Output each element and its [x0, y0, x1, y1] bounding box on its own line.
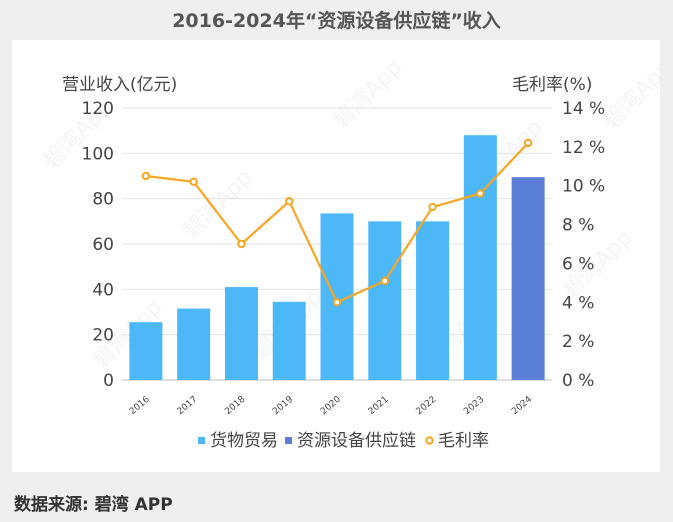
- y-tick-label: 100: [82, 144, 114, 164]
- watermark-text: 碧湾App: [329, 55, 408, 134]
- x-tick-label: 2016: [128, 394, 152, 417]
- bar-2017: [177, 308, 211, 380]
- bar-2024: [511, 177, 545, 380]
- margin-point-2018: [237, 239, 246, 249]
- chart-panel: 碧湾App 碧湾App 碧湾App 碧湾App 碧湾App 碧湾App 碧湾App 碧湾App…: [12, 40, 660, 472]
- x-tick-label: 2019: [271, 394, 295, 417]
- margin-point-2023: [476, 189, 485, 198]
- y-tick-label: 120: [82, 99, 114, 119]
- y-tick-label: 40: [92, 280, 114, 300]
- x-tick-label: 2021: [367, 395, 391, 417]
- margin-point-2019: [285, 197, 294, 206]
- bar-2023: [463, 135, 497, 380]
- y-tick-label: 20: [92, 326, 114, 346]
- margin-point-2021: [380, 276, 389, 286]
- bar-2018: [224, 287, 258, 380]
- y2-tick-label: 4 %: [562, 293, 594, 313]
- y2-tick-label: 10 %: [562, 177, 605, 197]
- y-tick-label: 60: [92, 235, 114, 255]
- legend-label-2: 毛利率: [438, 431, 489, 451]
- x-tick-label: 2018: [223, 394, 247, 417]
- y-tick-label: 0: [103, 371, 114, 391]
- y-tick-label: 80: [92, 190, 114, 210]
- bar-2016: [129, 322, 163, 380]
- x-tick-label: 2023: [462, 395, 486, 417]
- margin-point-2022: [428, 202, 437, 212]
- legend-swatch-1: [285, 437, 292, 444]
- y2-axis-title: 毛利率(%): [512, 75, 592, 95]
- x-tick-label: 2022: [415, 395, 439, 417]
- margin-point-2016: [141, 171, 151, 181]
- legend-label-1: 资源设备供应链: [297, 431, 416, 451]
- legend-swatch-2: [425, 436, 434, 445]
- data-source: 数据来源: 碧湾 APP: [14, 495, 173, 515]
- x-tick-label: 2024: [510, 394, 534, 417]
- legend-swatch-0: [198, 437, 205, 444]
- y2-tick-label: 0 %: [562, 371, 594, 391]
- margin-point-2024: [523, 138, 533, 148]
- x-tick-label: 2017: [176, 395, 200, 417]
- y2-tick-label: 12 %: [562, 138, 605, 158]
- margin-point-2020: [332, 298, 342, 307]
- legend-label-0: 货物贸易: [210, 431, 278, 451]
- y2-tick-label: 2 %: [562, 332, 594, 352]
- x-tick-label: 2020: [319, 394, 343, 417]
- bar-2021: [368, 221, 402, 380]
- watermark-text: 碧湾App: [599, 55, 660, 134]
- bar-2019: [272, 301, 306, 380]
- y2-tick-label: 14 %: [562, 99, 605, 119]
- watermark-text: 碧湾App: [179, 165, 258, 244]
- bar-2022: [416, 221, 450, 380]
- y-axis-title: 营业收入(亿元): [62, 75, 177, 95]
- y2-tick-label: 6 %: [562, 254, 594, 274]
- chart-title: 2016-2024年“资源设备供应链”收入: [172, 10, 501, 32]
- margin-point-2017: [189, 177, 198, 187]
- y2-tick-label: 8 %: [562, 216, 594, 236]
